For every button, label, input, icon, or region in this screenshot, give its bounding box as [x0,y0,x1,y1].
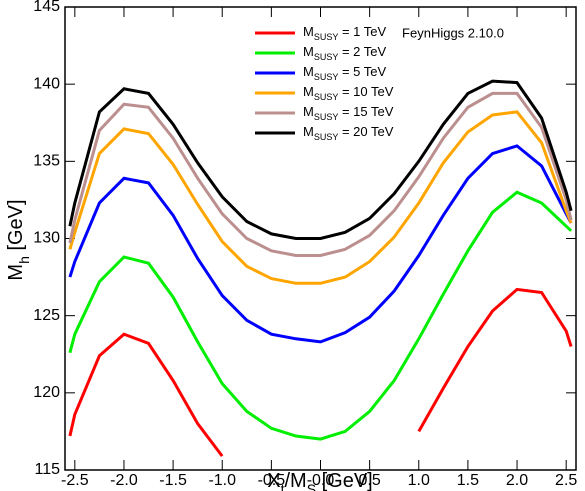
x-tick-label: -2.0 [110,472,138,489]
label-part: M [303,44,314,59]
legend-label: MSUSY = 1 TeV [303,24,387,42]
y-tick-label: 120 [33,384,60,401]
y-axis-label: Mh [GeV] [5,199,31,280]
label-part: M [303,104,314,119]
x-tick-label: 2.5 [555,472,577,489]
label-part: t [281,481,285,491]
series-line [68,91,573,257]
series-line [68,190,573,441]
label-part: M [303,24,314,39]
label-part: SUSY [314,32,339,42]
legend-label: MSUSY = 5 TeV [303,64,387,82]
label-part: = 20 TeV [338,124,393,139]
label-part: SUSY [314,92,339,102]
legend-label: MSUSY = 20 TeV [303,124,394,142]
x-tick-label: 1.0 [408,472,430,489]
label-part: SUSY [314,52,339,62]
y-tick-label: 135 [33,153,60,170]
x-tick-label: -0.5 [258,472,286,489]
label-part: SUSY [314,112,339,122]
label-part: SUSY [314,72,339,82]
x-tick-label: -1.5 [159,472,187,489]
legend-label: MSUSY = 10 TeV [303,84,394,102]
label-part: M [303,64,314,79]
y-tick-label: 115 [34,461,60,478]
series-line [68,79,573,240]
series-line [68,110,573,285]
y-tick-label: 140 [33,75,60,92]
x-tick-label: -1.0 [208,472,236,489]
label-part: = 5 TeV [338,64,386,79]
label-part: SUSY [314,132,339,142]
label-part: M [303,124,314,139]
label-part: [GeV] [5,199,27,256]
label-part: h [16,256,32,264]
label-part: = 2 TeV [338,44,386,59]
label-part: M [303,84,314,99]
y-tick-label: 125 [33,307,60,324]
legend-label: MSUSY = 15 TeV [303,104,394,122]
x-tick-label: -0.0 [307,472,335,489]
y-tick-label: 130 [33,230,60,247]
x-tick-label: -2.5 [61,472,89,489]
label-part: = 1 TeV [338,24,386,39]
label-part: = 15 TeV [338,104,393,119]
legend-label: MSUSY = 2 TeV [303,44,387,62]
series-line [68,144,573,344]
label-part: M [5,264,27,281]
label-part: = 10 TeV [338,84,393,99]
label-part: S [307,481,316,491]
label-part: /M [284,470,306,491]
x-axis-label: Xt/MS [GeV] [267,470,373,491]
label-part: [GeV] [316,470,373,491]
y-tick-label: 145 [33,0,60,15]
x-tick-label: 0.5 [359,472,381,489]
series-line [68,287,573,458]
x-tick-label: 2.0 [506,472,528,489]
annotation: FeynHiggs 2.10.0 [402,25,504,40]
label-part: X [267,470,280,491]
x-tick-label: 1.5 [457,472,479,489]
